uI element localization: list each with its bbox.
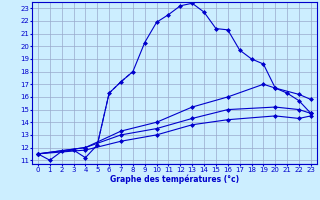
X-axis label: Graphe des températures (°c): Graphe des températures (°c)	[110, 174, 239, 184]
